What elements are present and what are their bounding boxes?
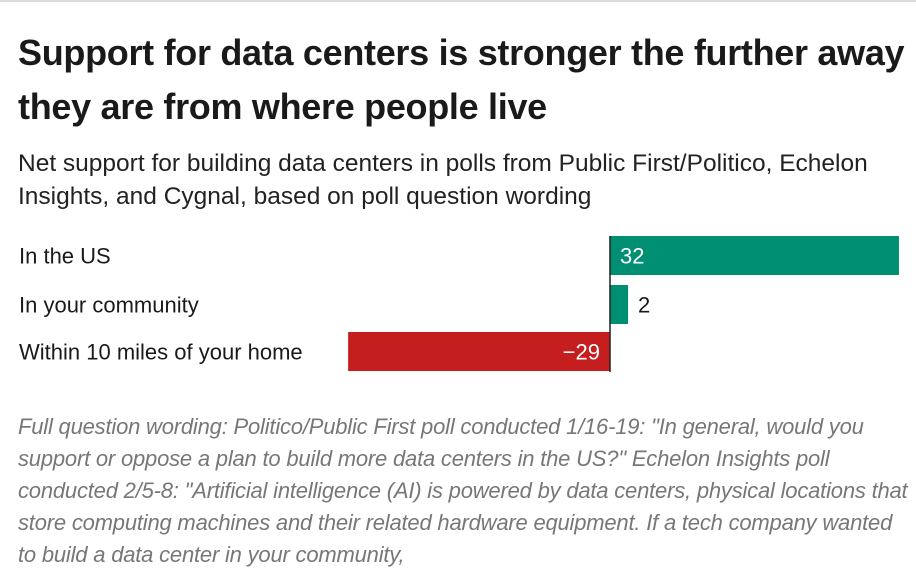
bar-2 [348, 332, 610, 371]
bar-chart: In the US 32 In your community 2 Within 10 m… [19, 236, 899, 372]
bar-1 [610, 285, 629, 324]
footnote: Full question wording: Politico/Public F… [18, 414, 908, 567]
bar-0 [610, 236, 899, 275]
value-label: 2 [638, 293, 650, 318]
chart-title: Support for data centers is stronger the… [18, 32, 905, 127]
category-label: Within 10 miles of your home [19, 340, 303, 365]
category-label: In the US [19, 244, 111, 269]
category-label: In your community [19, 293, 199, 318]
value-label: 32 [620, 244, 644, 269]
chart-subtitle: Net support for building data centers in… [18, 150, 868, 210]
value-label: −29 [563, 340, 600, 365]
